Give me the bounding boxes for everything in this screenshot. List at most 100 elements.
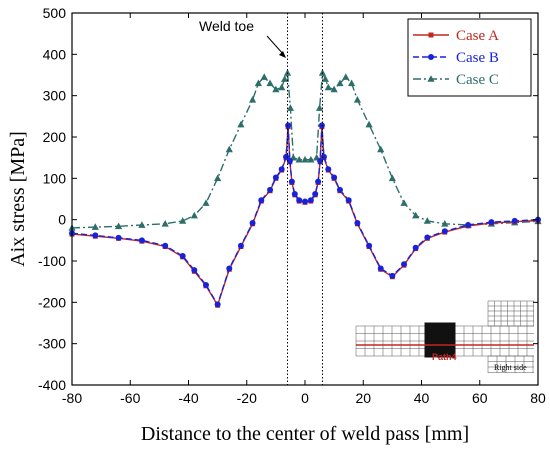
data-point xyxy=(301,155,309,163)
data-point xyxy=(254,79,262,87)
data-point xyxy=(225,145,233,153)
y-tick-label: -300 xyxy=(38,336,66,352)
data-point xyxy=(214,301,221,308)
data-point xyxy=(179,217,187,224)
data-point xyxy=(320,153,327,160)
data-point xyxy=(441,220,449,227)
data-point xyxy=(511,217,518,224)
data-point xyxy=(286,157,293,164)
y-tick-label: 0 xyxy=(58,212,66,228)
x-tick-label: 40 xyxy=(414,390,430,406)
data-point xyxy=(191,267,198,274)
data-point xyxy=(138,221,146,228)
data-point xyxy=(260,73,268,80)
data-point xyxy=(202,281,209,288)
data-point xyxy=(317,157,324,164)
data-point xyxy=(336,79,344,87)
y-tick-label: 200 xyxy=(43,129,67,145)
legend-marker xyxy=(428,54,434,60)
data-point xyxy=(412,211,420,219)
data-point xyxy=(226,265,233,272)
mesh-inset: Path4 Right side xyxy=(355,300,534,373)
data-point xyxy=(214,174,222,182)
data-point xyxy=(248,96,257,103)
x-tick-label: 20 xyxy=(355,390,371,406)
data-point xyxy=(315,104,324,111)
data-point xyxy=(272,174,279,181)
data-point xyxy=(278,166,285,173)
data-point xyxy=(283,69,292,76)
data-point xyxy=(441,228,448,235)
legend: Case A Case B Case C xyxy=(407,18,532,97)
data-point xyxy=(353,96,362,103)
y-tick-label: 100 xyxy=(43,170,67,186)
right-side-label: Right side xyxy=(494,363,527,372)
data-point xyxy=(307,155,315,163)
data-point xyxy=(286,104,295,111)
x-tick-label: -20 xyxy=(237,390,257,406)
data-point xyxy=(267,186,274,193)
weld-toe-lines xyxy=(287,13,323,385)
weld-toe-arrowhead xyxy=(279,51,286,58)
data-point xyxy=(318,69,327,76)
y-tick-label: -100 xyxy=(38,253,66,269)
x-tick-label: 60 xyxy=(472,390,488,406)
data-point xyxy=(302,198,308,205)
data-point xyxy=(161,220,169,227)
data-point xyxy=(377,265,384,272)
data-point xyxy=(296,197,303,204)
x-tick-label: 80 xyxy=(530,390,546,406)
data-point xyxy=(388,174,396,182)
data-point xyxy=(423,217,431,224)
data-point xyxy=(291,191,298,198)
y-axis-title: Aix stress [MPa] xyxy=(7,131,29,267)
mesh-grid xyxy=(355,300,534,373)
y-tick-label: -200 xyxy=(38,294,66,310)
data-point xyxy=(348,79,356,87)
weld-mesh xyxy=(424,322,456,358)
data-point xyxy=(342,73,350,80)
series-layer xyxy=(68,69,542,308)
data-point xyxy=(266,79,274,87)
data-point xyxy=(424,234,431,241)
data-point xyxy=(179,253,186,260)
data-point xyxy=(400,199,408,206)
data-point xyxy=(295,155,303,163)
data-point xyxy=(325,166,332,173)
data-point xyxy=(138,237,145,244)
data-point xyxy=(412,244,419,251)
data-point xyxy=(307,197,314,204)
legend-marker xyxy=(427,75,435,82)
data-point xyxy=(389,272,396,279)
data-point xyxy=(115,222,123,230)
data-point xyxy=(401,261,408,268)
data-point xyxy=(331,174,338,181)
data-point xyxy=(312,191,319,198)
legend-label: Case C xyxy=(456,72,499,88)
y-tick-label: 500 xyxy=(43,5,67,21)
data-point xyxy=(354,219,361,226)
x-tick-label: -80 xyxy=(62,390,82,406)
data-point xyxy=(285,122,292,129)
weld-toe-annotation: Weld toe xyxy=(199,18,254,34)
data-point xyxy=(278,83,286,91)
data-point xyxy=(365,120,373,128)
y-tick-label: -400 xyxy=(38,377,66,393)
legend-label: Case B xyxy=(456,50,499,66)
y-tick-label: 400 xyxy=(43,46,67,62)
series-case-b xyxy=(69,122,541,308)
data-point xyxy=(237,242,244,249)
data-point xyxy=(190,211,198,219)
data-point xyxy=(162,242,169,249)
data-point xyxy=(272,85,280,93)
x-axis-title: Distance to the center of weld pass [mm] xyxy=(141,423,469,445)
x-tick-label: -60 xyxy=(120,390,140,406)
data-point xyxy=(465,222,472,229)
data-point xyxy=(330,85,338,93)
axis-ticks: -80 -60 -40 -20 0 20 40 60 80-400-300-200-100010… xyxy=(38,5,546,406)
y-tick-label: 300 xyxy=(43,88,67,104)
legend-label: Case A xyxy=(456,28,499,44)
data-point xyxy=(115,234,122,241)
data-point xyxy=(202,199,210,206)
data-point xyxy=(237,120,245,128)
